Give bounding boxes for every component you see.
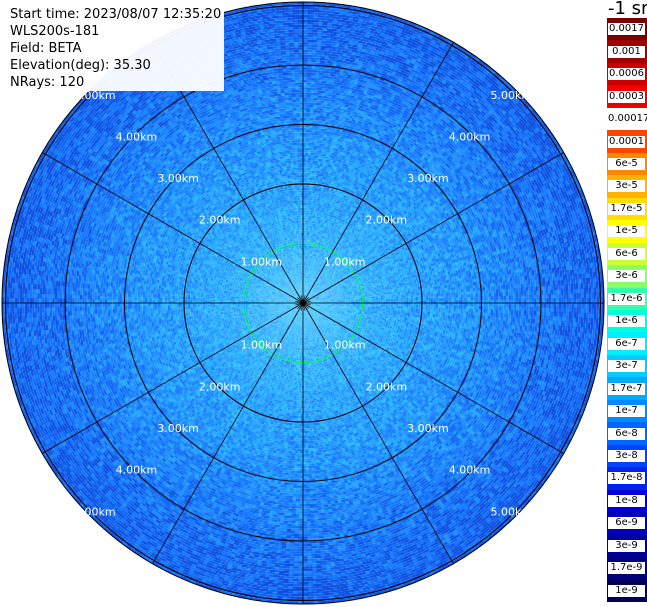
center-ray <box>297 297 304 304</box>
range-label: 3.00km <box>407 422 449 435</box>
center-ray <box>302 302 309 309</box>
range-ring-overlay: 1.00km 1.00km 1.00km 1.00km 2.00km 2.00km 2.00… <box>1 1 605 605</box>
range-label: 1.00km <box>324 255 366 268</box>
center-ray <box>302 297 309 304</box>
range-label: 5.00km <box>74 505 116 518</box>
colorbar-label: 0.0001 <box>608 135 645 148</box>
center-ray <box>302 302 311 308</box>
center-ray <box>295 298 304 304</box>
center-ray <box>302 295 308 304</box>
colorbar-label: 0.001 <box>608 45 645 58</box>
azimuth-spoke <box>302 152 564 304</box>
colorbar-label: 0.00017 <box>608 113 647 126</box>
center-ray <box>302 302 311 306</box>
range-label: 4.00km <box>116 464 158 477</box>
center-ray <box>302 302 306 311</box>
colorbar-label: 1.7e-5 <box>608 202 645 215</box>
center-ray <box>300 295 304 304</box>
colorbar-label: 3e-8 <box>608 450 645 462</box>
range-label: 1.00km <box>241 339 283 352</box>
ppi-plot: 1.00km 1.00km 1.00km 1.00km 2.00km 2.00km 2.00… <box>0 0 607 607</box>
field-text: Field: BETA <box>8 40 225 57</box>
range-label: 3.00km <box>157 422 199 435</box>
start-time-text: Start time: 2023/08/07 12:35:20 <box>8 6 225 23</box>
range-label: 5.00km <box>74 89 116 102</box>
nrays-text: NRays: 120 <box>8 74 225 91</box>
colorbar-label: 1.7e-9 <box>608 562 645 575</box>
center-ray <box>295 302 304 306</box>
range-label: 3.00km <box>157 172 199 185</box>
instrument-text: WLS200s-181 <box>8 23 225 40</box>
center-ray <box>298 295 304 304</box>
colorbar: 0.0017 0.001 0.0006 0.0003 0.00017 0.0001 6e-5… <box>607 18 647 603</box>
colorbar-label: 6e-7 <box>608 337 645 350</box>
colorbar-label: 3e-5 <box>608 180 645 193</box>
center-ray <box>302 298 311 304</box>
range-label: 5.00km <box>490 89 532 102</box>
scan-info-panel: Start time: 2023/08/07 12:35:20 WLS200s-… <box>8 6 225 91</box>
azimuth-spoke <box>42 152 304 304</box>
colorbar-label: 0.0017 <box>608 23 645 36</box>
range-label: 3.00km <box>407 172 449 185</box>
range-label: 2.00km <box>366 380 408 393</box>
azimuth-spoke <box>42 302 304 454</box>
colorbar-label: 3e-6 <box>608 270 645 283</box>
colorbar-label: 0.0003 <box>608 90 645 103</box>
center-ray <box>298 302 304 311</box>
colorbar-label: 6e-8 <box>608 427 645 440</box>
elevation-text: Elevation(deg): 35.30 <box>8 57 225 74</box>
range-label: 5.00km <box>490 505 532 518</box>
colorbar-label: 1e-9 <box>608 584 645 597</box>
colorbar-label: 1.7e-6 <box>608 292 645 305</box>
center-ray <box>302 302 308 311</box>
center-ray <box>302 295 306 304</box>
center-ray <box>295 302 304 308</box>
range-label: 4.00km <box>449 464 491 477</box>
azimuth-spoke <box>152 302 304 564</box>
center-ray <box>300 302 304 311</box>
colorbar-label: 6e-9 <box>608 517 645 530</box>
range-label: 2.00km <box>366 214 408 227</box>
center-ray <box>302 300 311 304</box>
colorbar-label: 6e-6 <box>608 247 645 260</box>
colorbar-label: 3e-7 <box>608 360 645 373</box>
center-ray <box>295 300 304 304</box>
colorbar-label: 1e-7 <box>608 405 645 418</box>
azimuth-spoke <box>302 302 564 454</box>
colorbar-units: -1 sr <box>606 0 647 19</box>
range-label: 1.00km <box>241 255 283 268</box>
colorbar-label: 6e-5 <box>608 158 645 170</box>
azimuth-spoke <box>302 302 454 564</box>
colorbar-label: 1e-8 <box>608 494 645 507</box>
colorbar-label: 0.0006 <box>608 68 645 81</box>
range-label: 4.00km <box>116 130 158 143</box>
colorbar-label: 1e-5 <box>608 225 645 238</box>
colorbar-label: 1.7e-7 <box>608 382 645 395</box>
colorbar-label: 1e-6 <box>608 315 645 328</box>
range-label: 1.00km <box>324 339 366 352</box>
colorbar-label: 3e-9 <box>608 539 645 552</box>
azimuth-spoke <box>302 42 454 304</box>
colorbar-label: 1.7e-8 <box>608 472 645 485</box>
range-label: 2.00km <box>199 214 241 227</box>
range-label: 4.00km <box>449 130 491 143</box>
range-label: 2.00km <box>199 380 241 393</box>
center-ray <box>297 302 304 309</box>
